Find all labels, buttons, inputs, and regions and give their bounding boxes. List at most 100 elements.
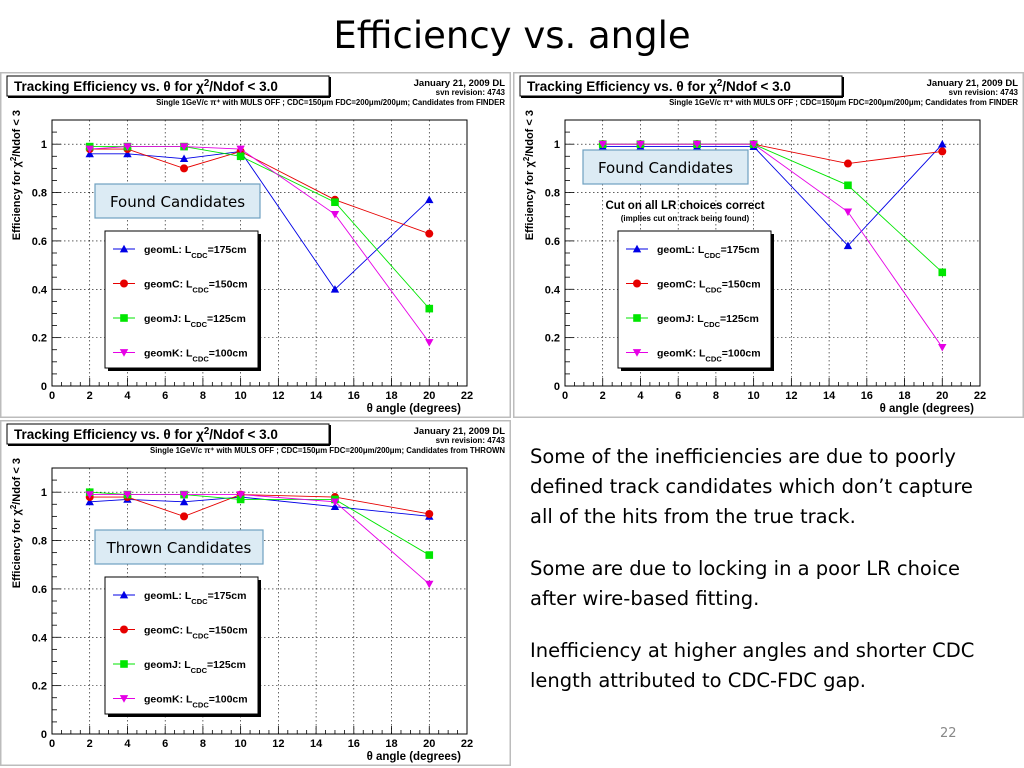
data-point-geomK	[636, 140, 645, 149]
x-tick-label: 10	[235, 738, 247, 750]
x-tick-label: 16	[861, 390, 873, 402]
x-tick-label: 0	[562, 390, 568, 402]
y-axis: 0 0.2 0.4 0.6 0.8 1 Efficiency for χ2/Ndof < 3	[9, 458, 61, 741]
y-tick-label: 0.8	[32, 536, 47, 548]
x-tick-label: 16	[348, 738, 360, 750]
x-tick-label: 14	[310, 738, 323, 750]
y-axis: 0 0.2 0.4 0.6 0.8 1 Efficiency for χ2/Ndof < 3	[9, 110, 61, 393]
x-tick-label: 22	[461, 738, 473, 750]
x-tick-label: 4	[124, 738, 131, 750]
data-point-geomJ	[236, 152, 245, 161]
legend-marker-geomJ	[633, 314, 641, 322]
data-point-geomL	[938, 139, 947, 148]
y-tick-label: 0.8	[545, 188, 560, 200]
annotation-box	[94, 529, 264, 565]
chart-panel-found-candidates-lr-cut: Tracking Efficiency vs. θ for χ2/Ndof < …	[513, 72, 1024, 418]
slide-title: Efficiency vs. angle	[333, 14, 691, 57]
data-point-geomK	[85, 145, 94, 154]
data-point-geomL	[179, 497, 189, 506]
chart-svg: Tracking Efficiency vs. θ for χ2/Ndof < …	[0, 420, 511, 766]
x-tick-label: 2	[600, 390, 606, 402]
y-tick-label: 0.4	[32, 284, 48, 296]
y-tick-label: 0.4	[545, 284, 561, 296]
chart-title: Tracking Efficiency vs. θ for χ2/Ndof < …	[14, 426, 278, 442]
x-tick-label: 16	[348, 390, 360, 402]
y-tick-label: 0.4	[32, 632, 48, 644]
data-point-geomK	[425, 580, 434, 589]
chart-date: January 21, 2009 DL	[414, 78, 506, 89]
cut-note: Cut on all LR choices correct	[605, 200, 764, 212]
legend-label-geomK: geomK: LCDC=100cm	[144, 694, 248, 710]
annotation-box	[94, 183, 261, 219]
chart-svg: Tracking Efficiency vs. θ for χ2/Ndof < …	[0, 72, 511, 418]
x-tick-label: 2	[87, 738, 93, 750]
x-tick-label: 20	[936, 390, 948, 402]
data-point-geomK	[598, 140, 607, 149]
series-group	[85, 488, 434, 589]
y-tick-label: 1	[41, 487, 47, 499]
series-group	[598, 139, 947, 352]
data-point-geomK	[843, 208, 853, 217]
legend-marker-geomJ	[120, 660, 128, 668]
x-axis: 0 2 4 6 8 10 12 14 16 18 20 22θ angle (degrees)	[562, 378, 986, 415]
x-tick-label: 12	[272, 390, 284, 402]
series-group	[85, 142, 434, 347]
x-tick-label: 18	[385, 390, 397, 402]
data-point-geomK	[123, 491, 132, 499]
data-point-geomK	[179, 143, 189, 151]
data-point-geomJ	[938, 268, 947, 277]
cut-note-sub: (implies cut on track being found)	[621, 214, 750, 223]
series-line-geomC	[89, 494, 430, 517]
data-point-geomL	[425, 195, 434, 204]
legend-marker-geomL	[632, 244, 642, 253]
legend-marker-geomC	[633, 279, 641, 288]
x-tick-label: 18	[385, 738, 397, 750]
chart-subtitle: Single 1GeV/c π⁺ with MULS OFF ; CDC=150…	[156, 98, 505, 107]
legend-marker-geomJ	[120, 314, 128, 322]
y-axis-label: Efficiency for χ2/Ndof < 3	[9, 110, 23, 240]
legend-label-geomL: geomL: LCDC=175cm	[657, 244, 759, 260]
x-tick-label: 8	[713, 390, 719, 402]
data-point-geomK	[938, 343, 947, 352]
x-tick-label: 4	[124, 390, 131, 402]
legend-box	[104, 576, 259, 715]
data-point-geomL	[330, 502, 340, 511]
series-line-geomK	[89, 494, 430, 585]
legend-box	[104, 230, 259, 369]
chart-revision: svn revision: 4743	[949, 88, 1019, 97]
y-tick-label: 1	[554, 139, 560, 151]
x-axis-label: θ angle (degrees)	[880, 403, 975, 415]
y-tick-label: 0.6	[32, 236, 47, 248]
y-tick-label: 0.6	[32, 584, 47, 596]
data-point-geomK	[179, 491, 189, 499]
legend-label-geomK: geomK: LCDC=100cm	[144, 348, 248, 364]
slide-body-text: Some of the inefficiencies are due to po…	[530, 442, 1000, 718]
data-point-geomK	[85, 491, 94, 499]
x-tick-label: 8	[200, 390, 206, 402]
x-axis: 0 2 4 6 8 10 12 14 16 18 20 22θ angle (degrees)	[49, 378, 473, 415]
x-tick-label: 14	[823, 390, 836, 402]
body-paragraph: Inefficiency at higher angles and shorte…	[530, 639, 975, 692]
x-axis-label: θ angle (degrees)	[367, 403, 462, 415]
y-tick-label: 0.2	[32, 681, 47, 693]
series-line-geomK	[89, 146, 430, 343]
data-point-geomL	[85, 497, 94, 506]
legend-marker-geomC	[120, 625, 128, 634]
chart-revision: svn revision: 4743	[436, 88, 506, 97]
x-tick-label: 18	[898, 390, 910, 402]
legend-marker-geomK	[119, 349, 129, 357]
y-tick-label: 0	[41, 381, 47, 393]
legend-label-geomC: geomC: LCDC=150cm	[144, 279, 248, 295]
legend-marker-geomL	[119, 590, 129, 599]
data-point-geomK	[425, 339, 434, 347]
legend-marker-geomC	[120, 279, 128, 288]
data-point-geomJ	[236, 495, 245, 504]
x-tick-label: 12	[272, 738, 284, 750]
data-point-geomC	[425, 229, 434, 238]
chart-title: Tracking Efficiency vs. θ for χ2/Ndof < …	[14, 78, 278, 94]
legend-box	[617, 230, 772, 369]
annotation-text: Found Candidates	[598, 159, 733, 177]
data-point-geomC	[425, 509, 434, 518]
legend-label-geomJ: geomJ: LCDC=125cm	[144, 659, 246, 675]
legend: geomL: LCDC=175cm geomC: LCDC=150cm geomJ:…	[104, 230, 261, 371]
